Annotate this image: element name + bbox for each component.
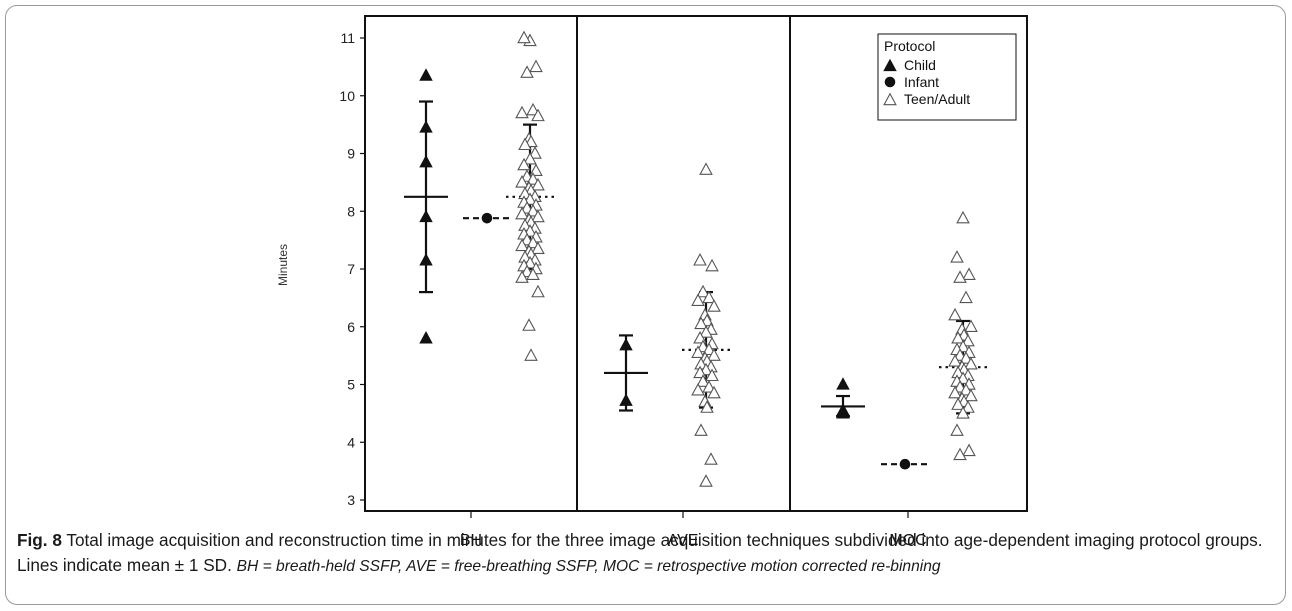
point-teen-adult-bh <box>530 61 542 72</box>
point-teen-adult-moc <box>949 309 961 320</box>
point-teen-adult-ave <box>706 260 718 271</box>
point-teen-adult-moc <box>963 445 975 456</box>
y-tick-label: 9 <box>347 146 355 162</box>
legend-entry-label: Infant <box>904 74 939 90</box>
point-teen-adult-bh <box>530 165 542 176</box>
figure-caption: Fig. 8 Total image acquisition and recon… <box>17 528 1279 579</box>
y-tick-label: 4 <box>347 434 355 450</box>
y-tick-label: 3 <box>347 492 355 508</box>
point-teen-adult-moc <box>957 212 969 223</box>
y-tick-label: 10 <box>339 88 355 104</box>
point-teen-adult-moc <box>951 251 963 262</box>
point-teen-adult-bh <box>523 319 535 330</box>
point-teen-adult-ave <box>700 475 712 486</box>
point-child-bh <box>420 69 432 80</box>
point-infant-bh <box>482 213 492 223</box>
legend-marker <box>885 77 895 87</box>
legend-entry-label: Child <box>904 57 936 73</box>
point-teen-adult-ave <box>694 254 706 265</box>
point-teen-adult-moc <box>960 292 972 303</box>
point-child-bh <box>420 332 432 343</box>
y-tick-label: 11 <box>340 30 355 46</box>
legend-entry-label: Teen/Adult <box>904 91 970 107</box>
point-teen-adult-bh <box>532 286 544 297</box>
point-teen-adult-ave <box>700 163 712 174</box>
point-teen-adult-moc <box>963 269 975 280</box>
point-teen-adult-ave <box>695 425 707 436</box>
legend: Protocol ChildInfantTeen/Adult <box>878 34 1016 120</box>
y-tick-label: 7 <box>347 261 355 277</box>
point-child-moc <box>837 378 849 389</box>
point-child-bh <box>420 121 432 132</box>
point-child-ave <box>620 394 632 405</box>
point-teen-adult-bh <box>525 349 537 360</box>
caption-label: Fig. 8 <box>17 530 62 550</box>
y-axis-label: Minutes <box>276 244 290 286</box>
point-teen-adult-moc <box>951 425 963 436</box>
caption-abbreviations: BH = breath-held SSFP, AVE = free-breath… <box>237 558 941 575</box>
point-teen-adult-moc <box>965 321 977 332</box>
y-tick-label: 8 <box>347 203 355 219</box>
y-tick-label: 6 <box>347 319 355 335</box>
point-teen-adult-bh <box>516 107 528 118</box>
point-teen-adult-ave <box>705 453 717 464</box>
y-tick-label: 5 <box>347 377 355 393</box>
point-child-bh <box>420 211 432 222</box>
legend-title: Protocol <box>884 38 935 54</box>
point-child-bh <box>420 156 432 167</box>
y-axis: 3 4 5 6 7 8 9 10 11 Minutes <box>276 30 365 508</box>
point-infant-moc <box>900 459 910 469</box>
point-child-bh <box>420 254 432 265</box>
point-child-ave <box>620 339 632 350</box>
